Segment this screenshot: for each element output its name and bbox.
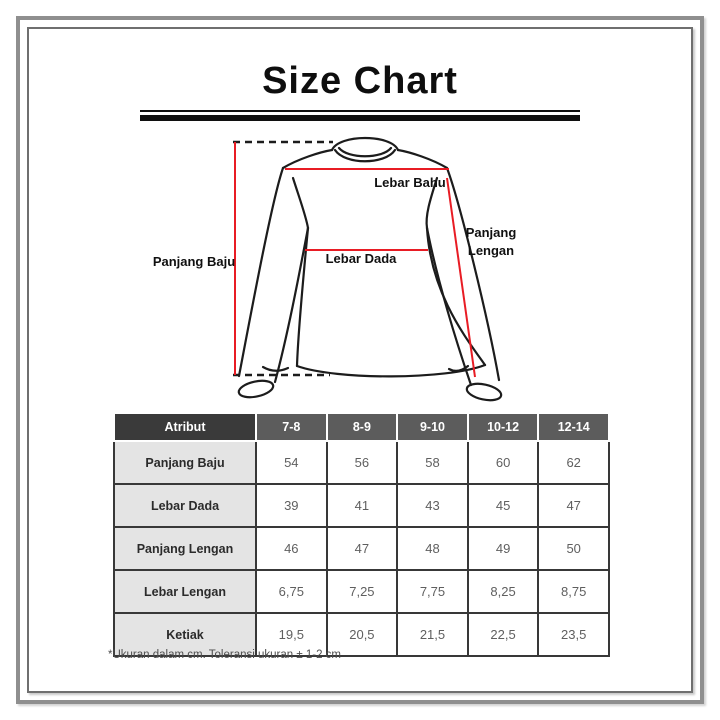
shirt-measurement-diagram: Lebar Bahu Lebar Dada Panjang Lengan Pan… xyxy=(153,136,517,402)
row-label: Ketiak xyxy=(113,612,257,657)
shoulder-width-label: Lebar Bahu xyxy=(374,175,446,190)
table-row: Lebar Dada 39 41 43 45 47 xyxy=(113,483,610,528)
value-cell: 21,5 xyxy=(396,612,469,657)
table-header-row: Atribut 7-8 8-9 9-10 10-12 12-14 xyxy=(113,412,610,442)
header-cell-size-1: 7-8 xyxy=(255,412,328,442)
value-cell: 48 xyxy=(396,526,469,571)
table-row: Panjang Lengan 46 47 48 49 50 xyxy=(113,526,610,571)
table-row: Lebar Lengan 6,75 7,25 7,75 8,25 8,75 xyxy=(113,569,610,614)
value-cell: 54 xyxy=(255,440,328,485)
value-cell: 47 xyxy=(537,483,610,528)
value-cell: 47 xyxy=(325,526,399,571)
value-cell: 20,5 xyxy=(325,612,399,657)
shirt-outline xyxy=(237,136,503,402)
value-cell: 56 xyxy=(325,440,399,485)
value-cell: 8,25 xyxy=(466,569,540,614)
body-left-side xyxy=(295,226,310,368)
row-label: Panjang Baju xyxy=(113,440,257,485)
title-divider xyxy=(140,110,580,121)
hem-left-tick xyxy=(261,365,290,372)
chest-width-label: Lebar Dada xyxy=(326,251,398,266)
bottom-hem xyxy=(295,363,487,378)
left-shoulder xyxy=(281,148,334,170)
value-cell: 49 xyxy=(466,526,540,571)
sleeve-length-label-line1: Panjang xyxy=(466,225,517,240)
left-sleeve-outer xyxy=(237,166,285,378)
value-cell: 39 xyxy=(255,483,328,528)
value-cell: 62 xyxy=(537,440,610,485)
outer-frame xyxy=(16,16,704,704)
row-label: Panjang Lengan xyxy=(113,526,257,571)
value-cell: 60 xyxy=(466,440,540,485)
header-cell-atribut: Atribut xyxy=(113,412,257,442)
value-cell: 22,5 xyxy=(466,612,540,657)
collar-outer xyxy=(330,136,400,152)
left-sleeve-seam xyxy=(291,176,310,230)
value-cell: 45 xyxy=(466,483,540,528)
footnote: *Ukuran dalam cm. Toleransi ukuran ± 1-2… xyxy=(108,649,341,661)
value-cell: 43 xyxy=(396,483,469,528)
collar-band xyxy=(337,146,393,158)
value-cell: 19,5 xyxy=(255,612,328,657)
divider-thick-line xyxy=(140,115,580,121)
row-label: Lebar Dada xyxy=(113,483,257,528)
value-cell: 23,5 xyxy=(537,612,610,657)
value-cell: 7,75 xyxy=(396,569,469,614)
inner-frame xyxy=(27,27,693,693)
value-cell: 41 xyxy=(325,483,399,528)
body-length-label: Panjang Baju xyxy=(153,254,235,269)
right-sleeve-seam xyxy=(425,176,439,230)
sleeve-length-measure-line xyxy=(446,177,476,378)
header-cell-size-5: 12-14 xyxy=(537,412,610,442)
header-cell-size-4: 10-12 xyxy=(466,412,540,442)
right-cuff xyxy=(465,382,503,402)
table-row: Ketiak 19,5 20,5 21,5 22,5 23,5 xyxy=(113,612,610,657)
value-cell: 7,25 xyxy=(325,569,399,614)
body-right-side xyxy=(425,226,487,367)
value-cell: 46 xyxy=(255,526,328,571)
value-cell: 8,75 xyxy=(537,569,610,614)
size-chart-table: Atribut 7-8 8-9 9-10 10-12 12-14 Panjang… xyxy=(113,412,610,657)
right-sleeve-outer xyxy=(445,166,501,382)
collar-neckline xyxy=(333,148,397,163)
header-cell-size-2: 8-9 xyxy=(325,412,399,442)
value-cell: 50 xyxy=(537,526,610,571)
right-shoulder xyxy=(396,148,449,170)
sleeve-length-label-line2: Lengan xyxy=(468,243,514,258)
divider-thin-line xyxy=(140,110,580,112)
page-title: Size Chart xyxy=(262,60,458,102)
hem-right-tick xyxy=(447,364,470,373)
row-label: Lebar Lengan xyxy=(113,569,257,614)
value-cell: 58 xyxy=(396,440,469,485)
header-cell-size-3: 9-10 xyxy=(396,412,469,442)
left-sleeve-inner xyxy=(273,226,310,384)
value-cell: 6,75 xyxy=(255,569,328,614)
left-cuff xyxy=(237,379,275,399)
table-row: Panjang Baju 54 56 58 60 62 xyxy=(113,440,610,485)
